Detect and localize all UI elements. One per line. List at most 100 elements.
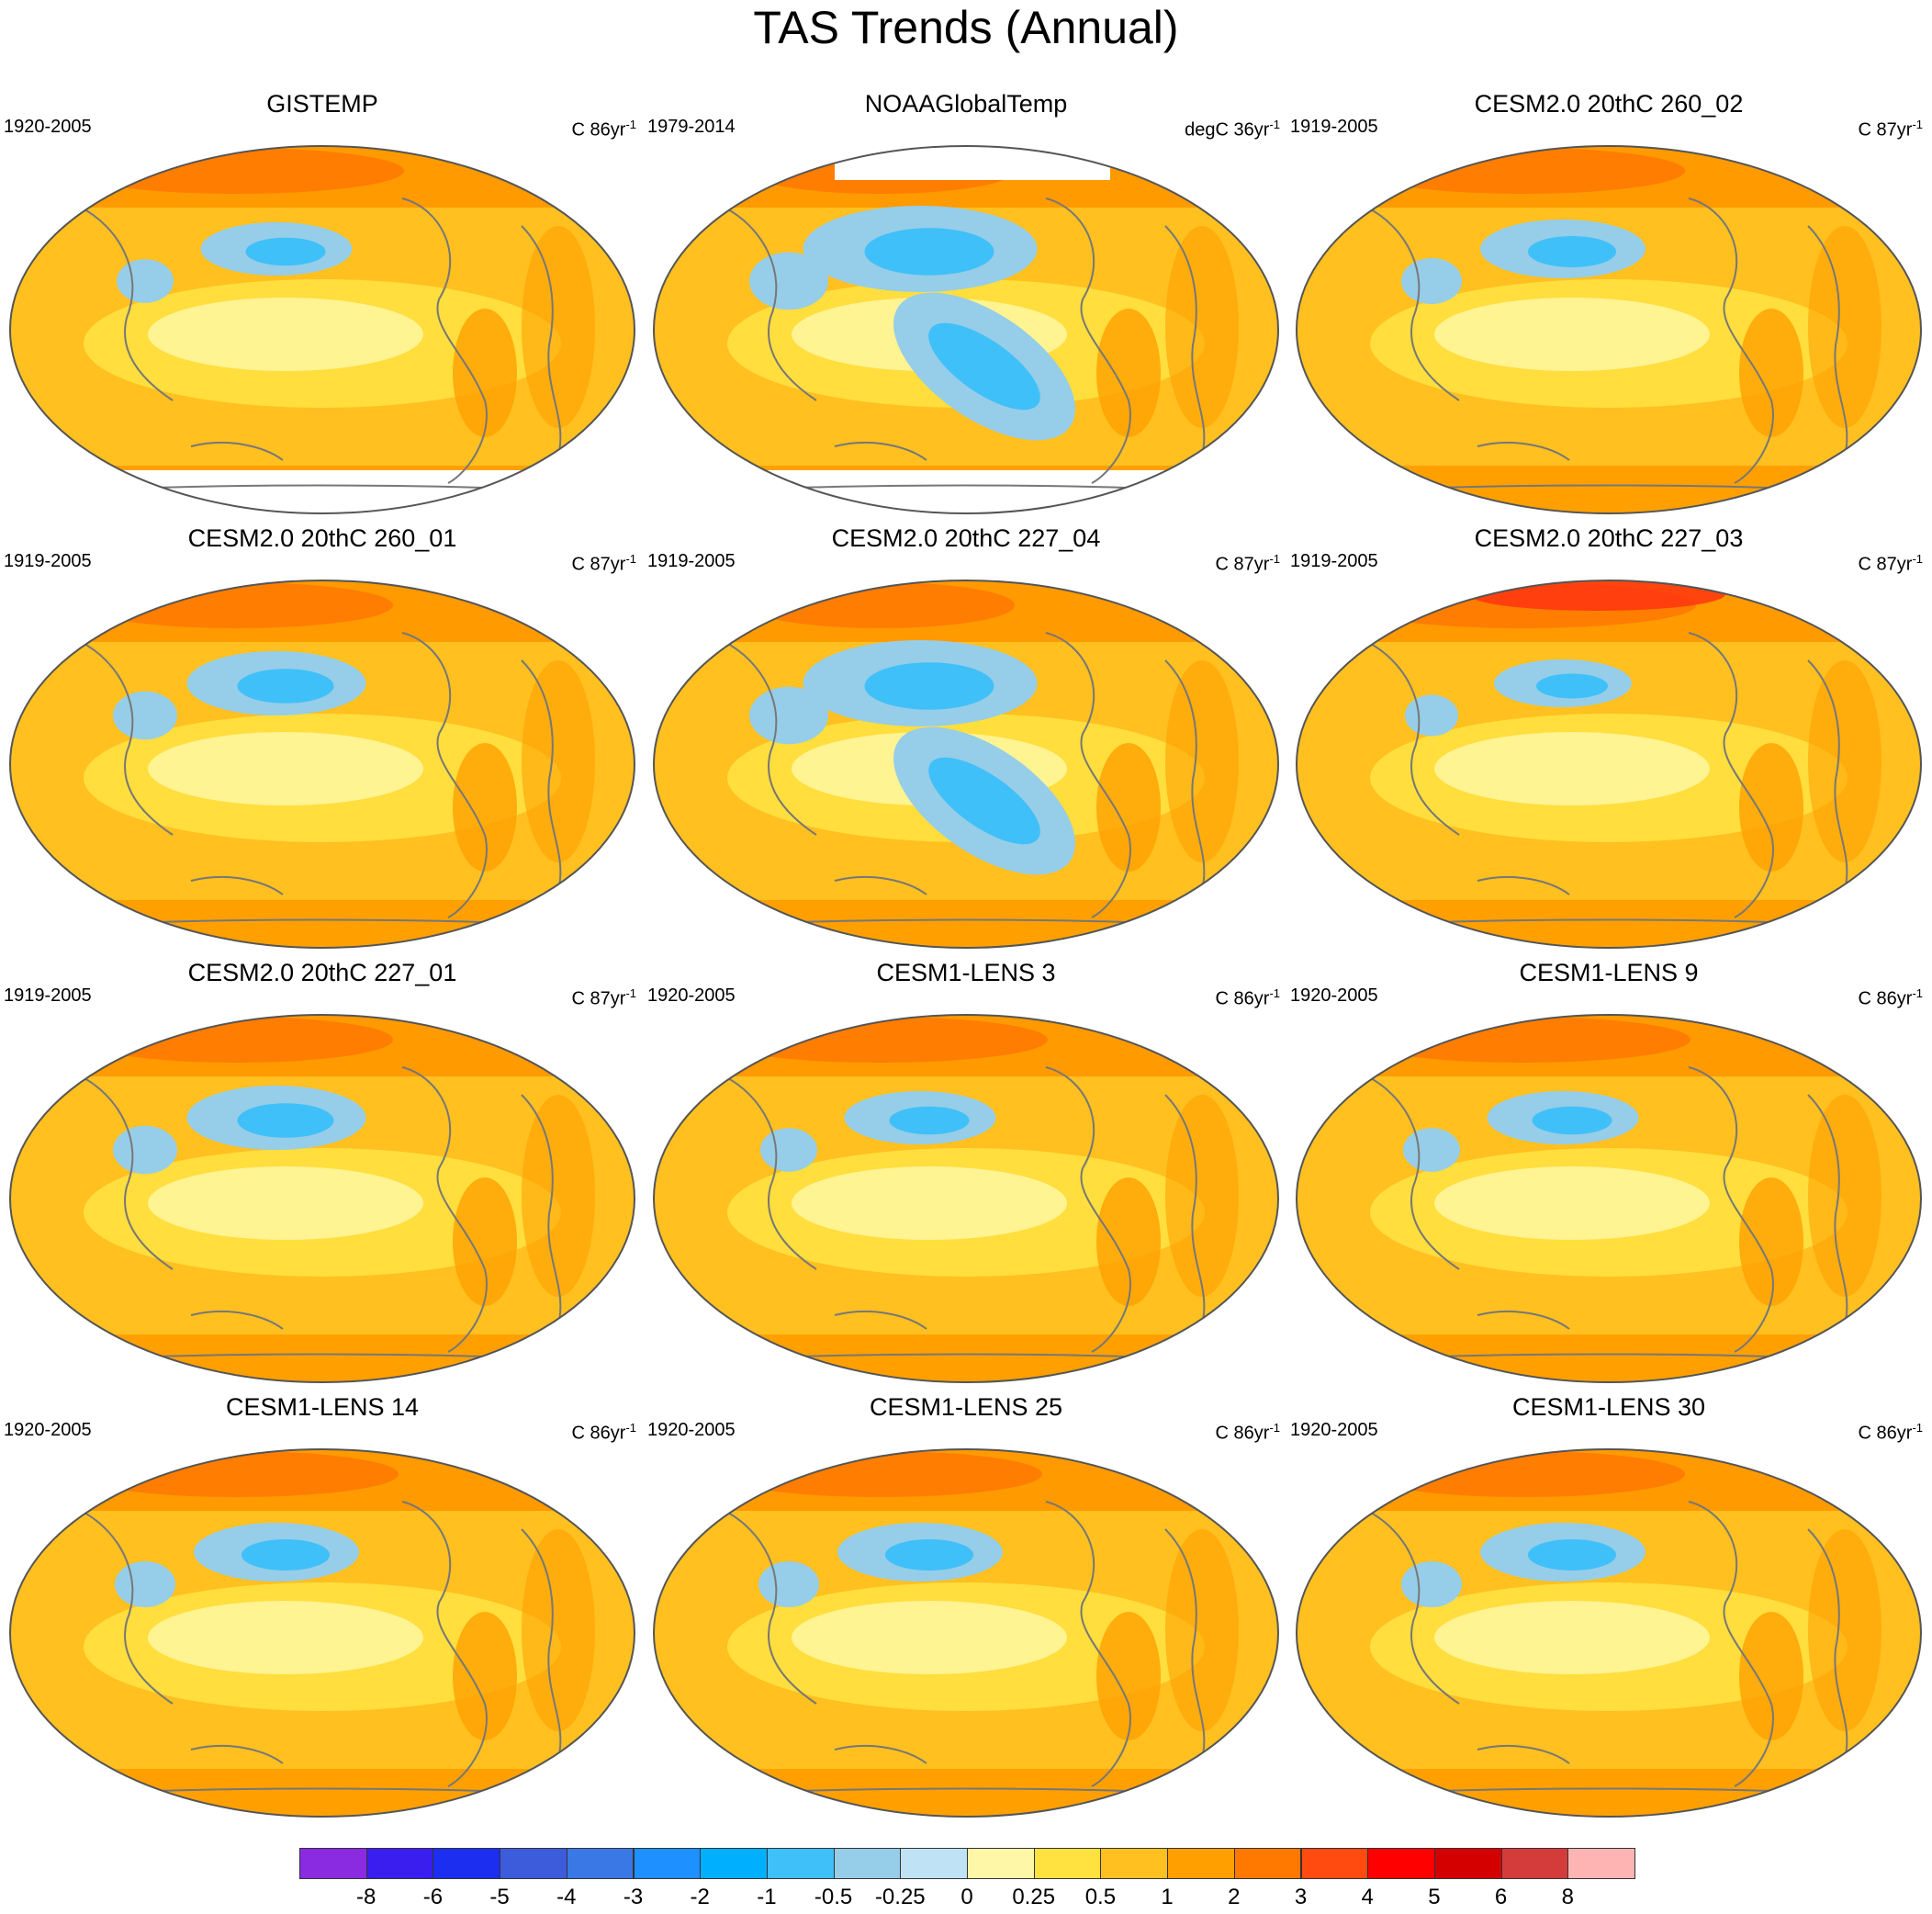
colorbar-swatch bbox=[1367, 1848, 1435, 1879]
panel-title: CESM1-LENS 3 bbox=[876, 959, 1056, 986]
panel-title: CESM2.0 20thC 260_01 bbox=[187, 524, 457, 552]
colorbar-tick-label: 1 bbox=[1161, 1885, 1174, 1909]
trend-map bbox=[9, 1014, 635, 1383]
colorbar-tick-label: -5 bbox=[489, 1885, 510, 1909]
panel-period: 1919-2005 bbox=[4, 985, 92, 1006]
colorbar-tick-label: -0.25 bbox=[874, 1885, 926, 1909]
panel-units: C 86yr-1 bbox=[1215, 986, 1280, 1009]
colorbar-swatch bbox=[1100, 1848, 1169, 1879]
trend-map bbox=[1296, 580, 1922, 949]
colorbar-swatch bbox=[566, 1848, 635, 1879]
panel-period: 1920-2005 bbox=[1290, 1420, 1378, 1440]
colorbar-tick-label: -6 bbox=[422, 1885, 444, 1909]
colorbar-swatch bbox=[1500, 1848, 1569, 1879]
map-panel: CESM2.0 20thC 227_01 1919-2005 C 87yr-1 bbox=[4, 959, 641, 1392]
panel-units: C 87yr-1 bbox=[571, 552, 636, 575]
colorbar-swatch bbox=[633, 1848, 702, 1879]
colorbar-tick-label: 0 bbox=[960, 1885, 973, 1909]
colorbar bbox=[299, 1848, 1635, 1879]
panel-units: C 86yr-1 bbox=[571, 1421, 636, 1444]
panel-units: C 87yr-1 bbox=[1858, 552, 1923, 575]
colorbar-tick-label: -2 bbox=[690, 1885, 710, 1909]
figure-title: TAS Trends (Annual) bbox=[753, 2, 1179, 53]
panel-period: 1920-2005 bbox=[1290, 985, 1378, 1006]
colorbar-swatch bbox=[900, 1848, 968, 1879]
trend-map bbox=[653, 580, 1279, 949]
trend-map bbox=[9, 580, 635, 949]
trend-map bbox=[9, 145, 635, 514]
trend-map bbox=[1296, 1014, 1922, 1383]
colorbar-tick-label: -8 bbox=[356, 1885, 376, 1909]
colorbar-tick-label: 4 bbox=[1361, 1885, 1374, 1909]
panel-title: NOAAGlobalTemp bbox=[864, 90, 1068, 118]
colorbar-tick-label: -1 bbox=[757, 1885, 777, 1909]
map-panel: CESM1-LENS 25 1920-2005 C 86yr-1 bbox=[647, 1393, 1285, 1827]
map-panel: CESM1-LENS 9 1920-2005 C 86yr-1 bbox=[1290, 959, 1927, 1392]
panel-title: CESM1-LENS 9 bbox=[1519, 959, 1699, 986]
colorbar-swatch bbox=[1433, 1848, 1502, 1879]
colorbar-swatch bbox=[432, 1848, 501, 1879]
colorbar-tick-label: 0.25 bbox=[1012, 1885, 1056, 1909]
colorbar-swatch bbox=[700, 1848, 768, 1879]
colorbar-tick-label: -3 bbox=[623, 1885, 644, 1909]
colorbar-tick-label: 8 bbox=[1561, 1885, 1574, 1909]
colorbar-swatch bbox=[1567, 1848, 1635, 1879]
panel-units: C 86yr-1 bbox=[1858, 986, 1923, 1009]
colorbar-swatch bbox=[1300, 1848, 1369, 1879]
map-panel: CESM1-LENS 30 1920-2005 C 86yr-1 bbox=[1290, 1393, 1927, 1827]
panel-units: C 87yr-1 bbox=[1858, 118, 1923, 141]
panel-title: CESM1-LENS 14 bbox=[225, 1393, 420, 1421]
colorbar-swatch bbox=[1233, 1848, 1302, 1879]
trend-map bbox=[1296, 145, 1922, 514]
trend-map bbox=[653, 1448, 1279, 1818]
panel-title: GISTEMP bbox=[266, 90, 378, 118]
panel-units: C 86yr-1 bbox=[1215, 1421, 1280, 1444]
colorbar-swatch bbox=[967, 1848, 1035, 1879]
panel-units: C 87yr-1 bbox=[571, 986, 636, 1009]
map-panel: CESM2.0 20thC 227_03 1919-2005 C 87yr-1 bbox=[1290, 524, 1927, 958]
trend-map bbox=[1296, 1448, 1922, 1818]
map-panel: CESM2.0 20thC 227_04 1919-2005 C 87yr-1 bbox=[647, 524, 1285, 958]
colorbar-tick-label: 2 bbox=[1228, 1885, 1241, 1909]
colorbar-tick-label: -4 bbox=[556, 1885, 577, 1909]
colorbar-swatch bbox=[1167, 1848, 1235, 1879]
colorbar-tick-label: 5 bbox=[1428, 1885, 1441, 1909]
colorbar-swatch bbox=[766, 1848, 835, 1879]
panel-title: CESM2.0 20thC 227_03 bbox=[1474, 524, 1744, 552]
colorbar-swatch bbox=[500, 1848, 567, 1879]
map-panel: CESM1-LENS 14 1920-2005 C 86yr-1 bbox=[4, 1393, 641, 1827]
colorbar-swatch bbox=[833, 1848, 902, 1879]
panel-period: 1919-2005 bbox=[647, 551, 736, 571]
colorbar-tick-label: 6 bbox=[1494, 1885, 1508, 1909]
colorbar-swatch bbox=[365, 1848, 434, 1879]
map-panel: NOAAGlobalTemp 1979-2014 degC 36yr-1 bbox=[647, 90, 1285, 524]
colorbar-tick-label: -0.5 bbox=[814, 1885, 853, 1909]
panel-period: 1920-2005 bbox=[647, 985, 736, 1006]
colorbar-swatch bbox=[1033, 1848, 1102, 1879]
map-panel: CESM1-LENS 3 1920-2005 C 86yr-1 bbox=[647, 959, 1285, 1392]
panel-units: C 87yr-1 bbox=[1215, 552, 1280, 575]
map-panel: GISTEMP 1920-2005 C 86yr-1 bbox=[4, 90, 641, 524]
panel-units: C 86yr-1 bbox=[1858, 1421, 1923, 1444]
trend-map bbox=[653, 1014, 1279, 1383]
panel-period: 1920-2005 bbox=[4, 117, 92, 137]
panel-period: 1920-2005 bbox=[647, 1420, 736, 1440]
map-panel: CESM2.0 20thC 260_01 1919-2005 C 87yr-1 bbox=[4, 524, 641, 958]
panel-title: CESM1-LENS 30 bbox=[1511, 1393, 1706, 1421]
colorbar-tick-label: 3 bbox=[1294, 1885, 1308, 1909]
panel-title: CESM2.0 20thC 260_02 bbox=[1474, 90, 1744, 118]
panel-period: 1920-2005 bbox=[4, 1420, 92, 1440]
panel-period: 1979-2014 bbox=[647, 117, 736, 137]
panel-title: CESM2.0 20thC 227_04 bbox=[831, 524, 1101, 552]
panel-period: 1919-2005 bbox=[1290, 117, 1378, 137]
panel-units: C 86yr-1 bbox=[571, 118, 636, 141]
panel-period: 1919-2005 bbox=[1290, 551, 1378, 571]
panel-period: 1919-2005 bbox=[4, 551, 92, 571]
panel-title: CESM1-LENS 25 bbox=[869, 1393, 1063, 1421]
colorbar-tick-label: 0.5 bbox=[1084, 1885, 1117, 1909]
panel-units: degC 36yr-1 bbox=[1185, 118, 1280, 141]
trend-map bbox=[653, 145, 1279, 514]
panel-title: CESM2.0 20thC 227_01 bbox=[187, 959, 457, 986]
map-panel: CESM2.0 20thC 260_02 1919-2005 C 87yr-1 bbox=[1290, 90, 1927, 524]
colorbar-swatch bbox=[299, 1848, 367, 1879]
